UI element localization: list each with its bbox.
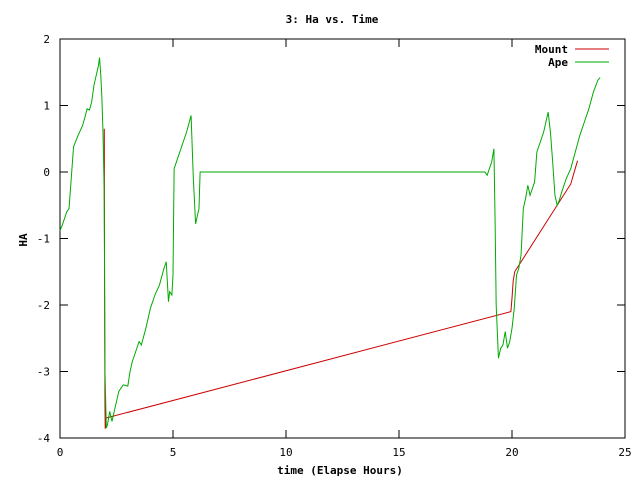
y-tick-label: 1 [43,100,50,113]
series-line-ape [59,57,601,429]
y-tick-label: -3 [37,366,50,379]
chart-title: 3: Ha vs. Time [286,13,379,26]
x-tick-label: 0 [57,446,64,459]
series-line-mount [103,128,579,429]
x-tick-label: 10 [279,446,292,459]
plot-frame [59,38,626,439]
x-tick-label: 20 [505,446,518,459]
legend-label-mount: Mount [535,43,568,56]
y-tick-label: 0 [43,166,50,179]
y-axis: -4 -3 -2 -1 0 1 2 [37,33,625,445]
series-group [59,57,601,429]
legend-label-ape: Ape [548,56,568,69]
y-tick-label: -1 [37,233,50,246]
x-tick-label: 25 [618,446,631,459]
x-tick-label: 5 [170,446,177,459]
x-tick-label: 15 [392,446,405,459]
y-axis-label: HA [17,233,30,247]
y-tick-label: -4 [37,432,51,445]
x-axis-label: time (Elapse Hours) [277,464,403,477]
y-tick-label: -2 [37,299,50,312]
y-tick-label: 2 [43,33,50,46]
x-axis: 0 5 10 15 20 25 [57,39,632,459]
